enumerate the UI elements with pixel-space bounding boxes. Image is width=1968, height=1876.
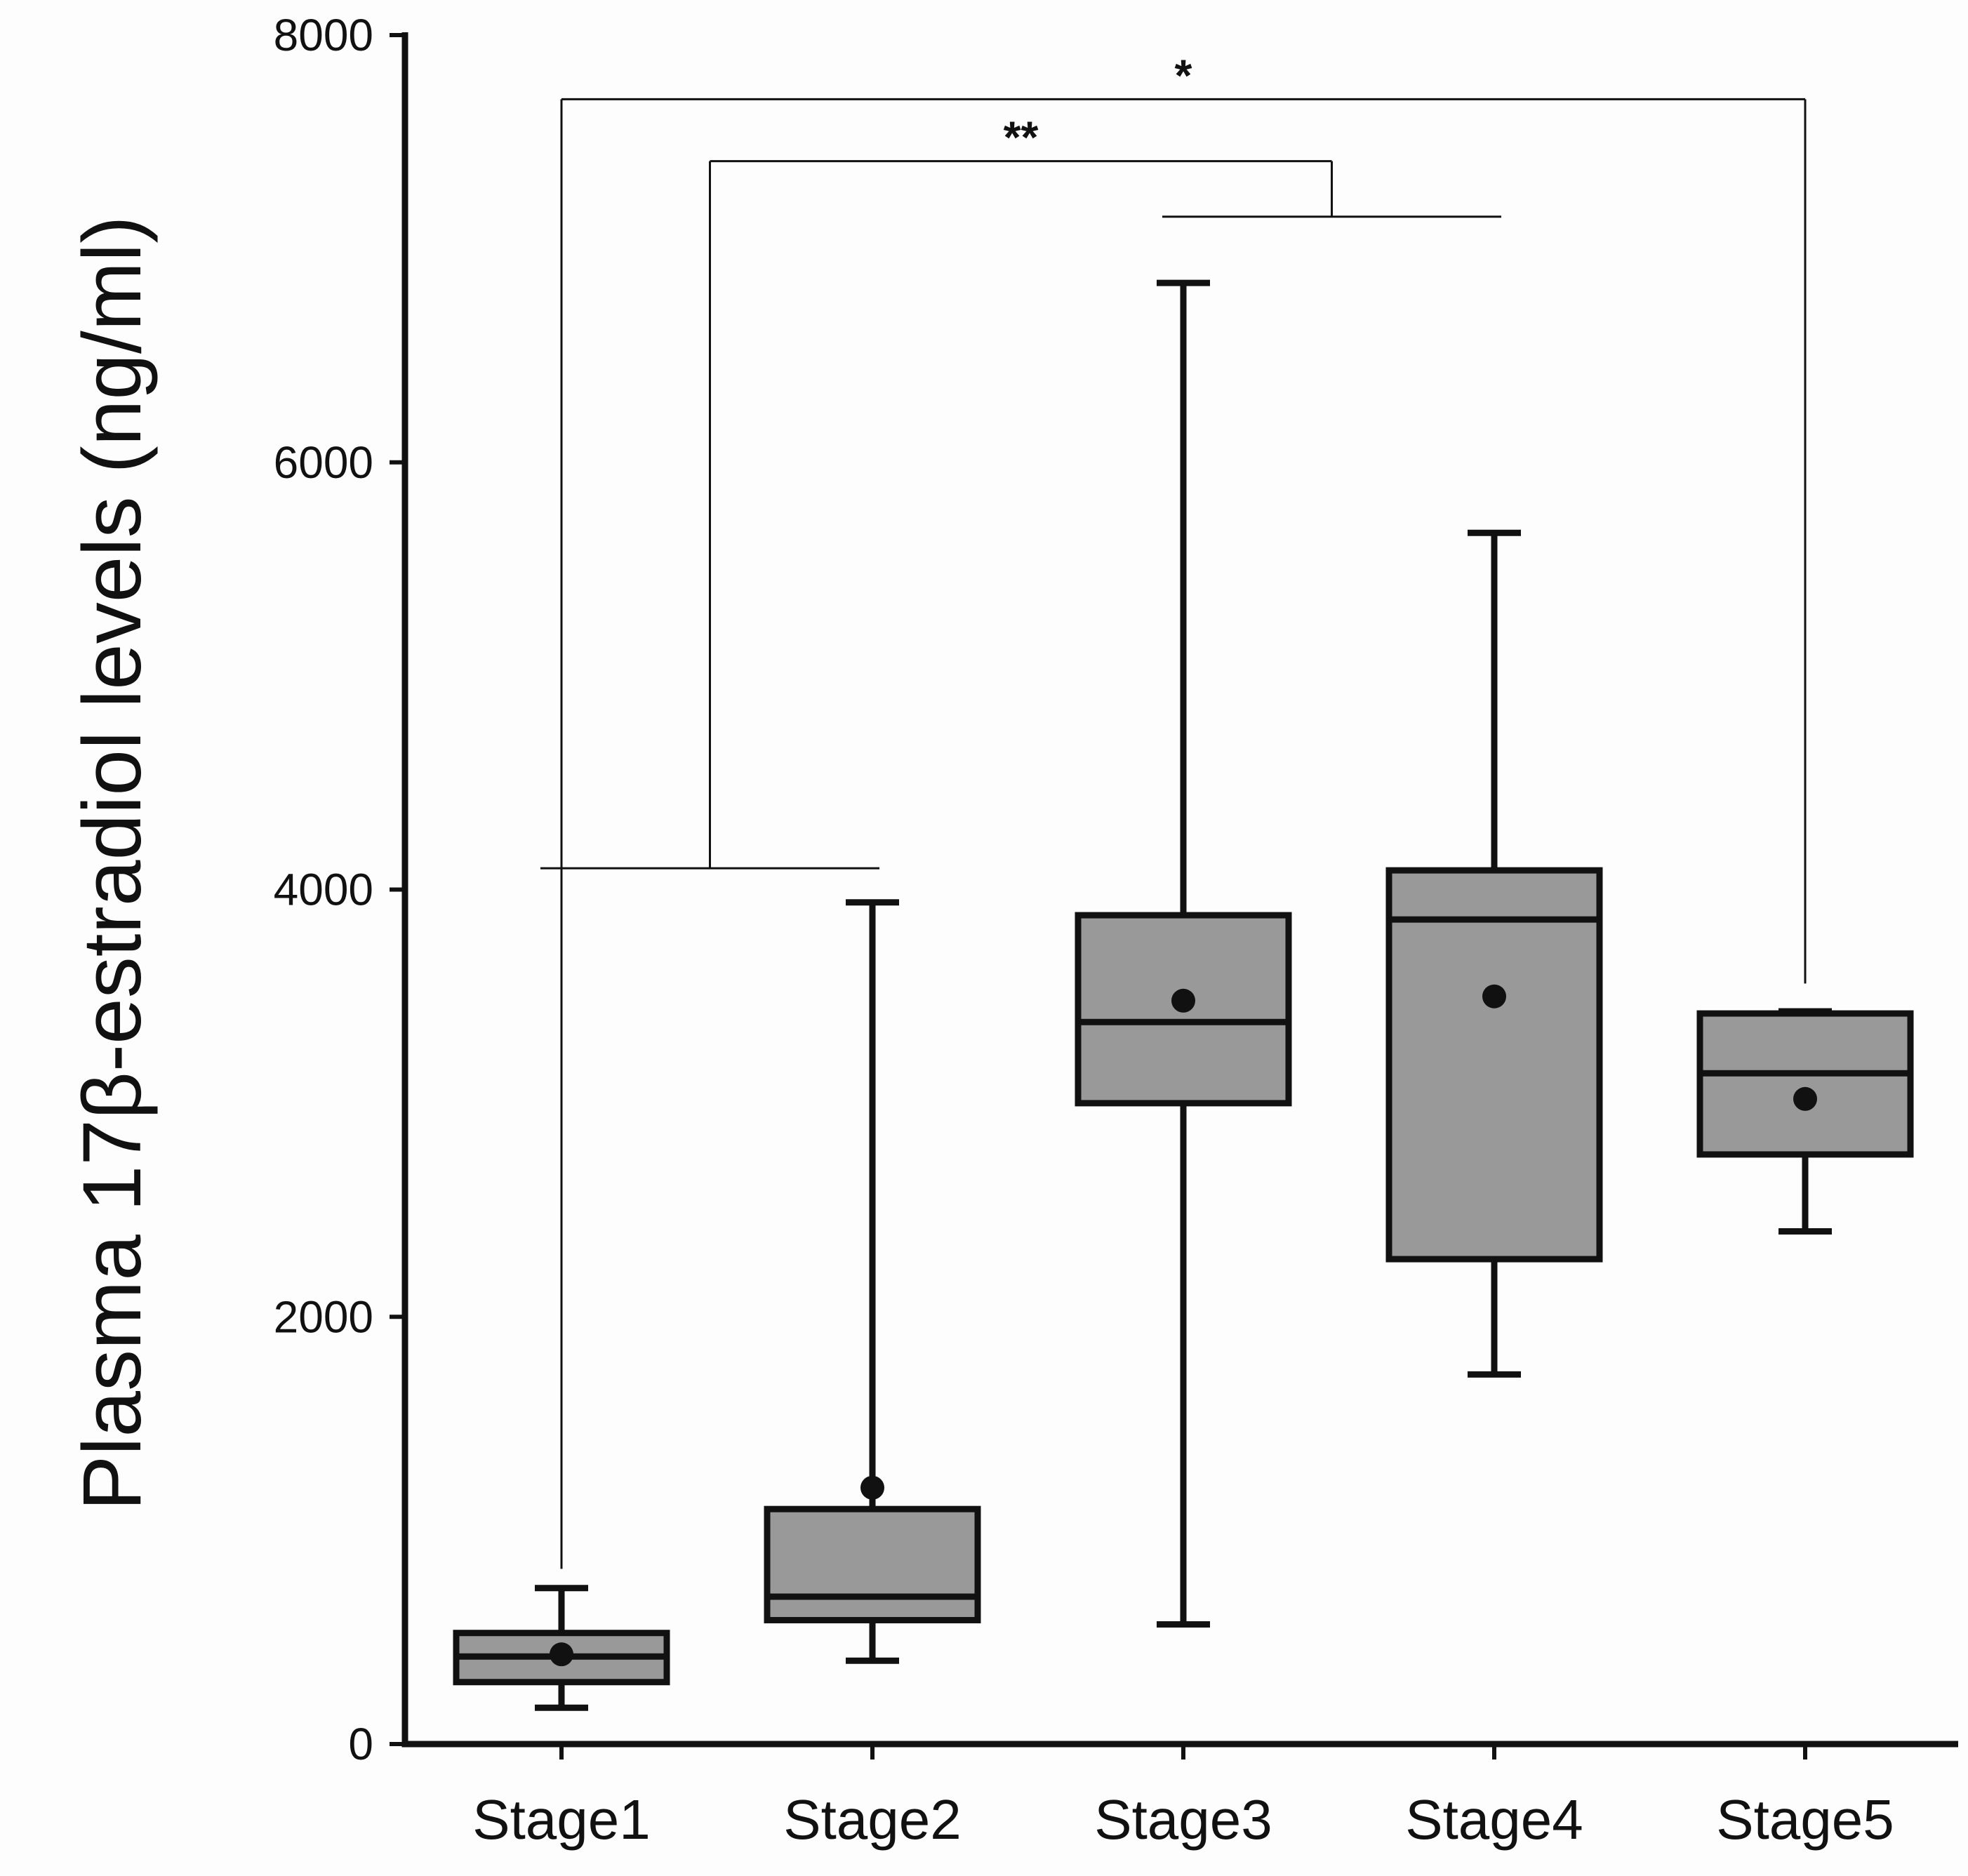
y-tick-label: 6000 bbox=[274, 437, 373, 488]
y-axis-title: Plasma 17β-estradiol levels (ng/ml) bbox=[66, 215, 159, 1510]
mean-marker bbox=[550, 1642, 573, 1667]
box-iqr bbox=[1385, 867, 1603, 1263]
y-tick-label: 4000 bbox=[274, 865, 373, 915]
x-tick-label: Stage4 bbox=[1405, 1788, 1583, 1851]
box-iqr bbox=[764, 1505, 981, 1623]
x-tick-label: Stage2 bbox=[783, 1788, 962, 1851]
x-tick-label: Stage1 bbox=[472, 1788, 651, 1851]
x-tick-label: Stage5 bbox=[1716, 1788, 1894, 1851]
y-tick-label: 8000 bbox=[274, 10, 373, 60]
x-tick-label: Stage3 bbox=[1094, 1788, 1272, 1851]
y-tick-label: 2000 bbox=[274, 1291, 373, 1342]
mean-marker bbox=[1482, 984, 1506, 1009]
y-tick-label: 0 bbox=[348, 1719, 373, 1769]
mean-marker bbox=[1793, 1086, 1817, 1111]
significance-label: * bbox=[1175, 50, 1192, 100]
mean-marker bbox=[860, 1475, 884, 1500]
mean-marker bbox=[1171, 988, 1195, 1013]
box-iqr bbox=[1696, 1010, 1914, 1158]
plot-area: 0 2000 4000 6000 8000 Stage1 Stage2 Stage3 Stage… bbox=[274, 10, 1958, 1851]
significance-label: ** bbox=[1004, 112, 1039, 163]
